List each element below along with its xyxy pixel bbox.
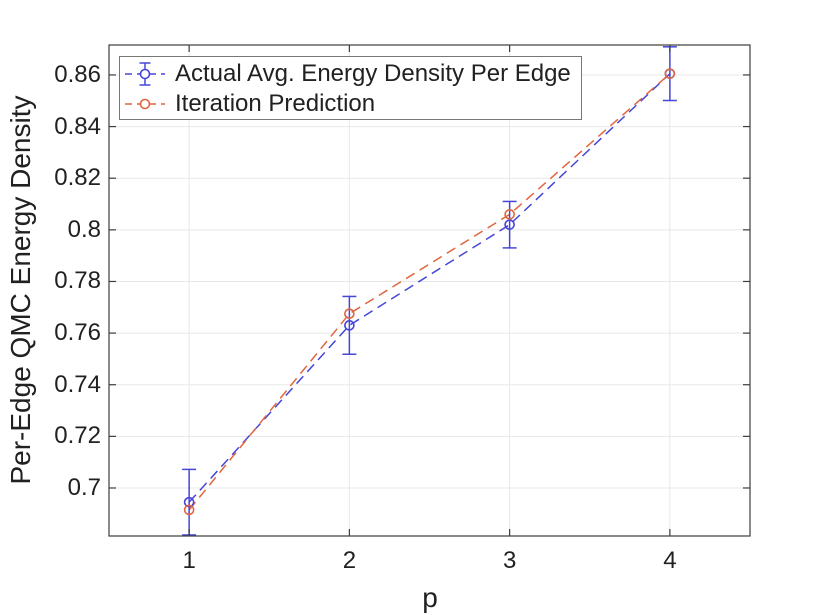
y-tick-label: 0.74: [54, 370, 101, 398]
series-0-marker: [504, 219, 515, 230]
legend-label: Iteration Prediction: [175, 90, 376, 117]
series-1-line: [188, 73, 671, 511]
x-tick-label: 3: [502, 547, 517, 574]
series-0-line: [188, 73, 671, 503]
x-tick-label: 1: [182, 547, 196, 574]
y-tick-label: 0.84: [54, 112, 101, 140]
series-0-marker: [183, 496, 195, 508]
y-tick-label: 0.76: [54, 319, 101, 347]
y-tick-label: 0.8: [67, 215, 101, 243]
y-tick-label: 0.72: [54, 422, 101, 450]
legend-item: Actual Avg. Energy Density Per Edge: [125, 59, 581, 89]
y-axis-label: Per-Edge QMC Energy Density: [5, 95, 36, 485]
errorbar-line-marker-icon: [125, 62, 165, 86]
line-marker-icon: [125, 98, 165, 110]
legend: Actual Avg. Energy Density Per Edge Itera…: [119, 56, 582, 120]
x-axis-label: p: [422, 582, 438, 613]
y-tick-label: 0.82: [54, 164, 101, 192]
legend-item: Iteration Prediction: [125, 89, 581, 119]
y-tick-label: 0.86: [54, 60, 101, 88]
series-1-marker: [183, 504, 195, 516]
y-tick-label: 0.7: [67, 473, 101, 501]
series-1-marker: [664, 68, 676, 79]
series-1-marker: [344, 308, 355, 320]
x-tick-label: 2: [342, 547, 357, 574]
series-0-marker: [344, 320, 355, 331]
series-1-marker: [504, 209, 515, 220]
x-tick-label: 4: [663, 547, 677, 574]
y-tick-label: 0.78: [54, 267, 101, 295]
axes-border: [108, 44, 751, 537]
legend-label: Actual Avg. Energy Density Per Edge: [175, 60, 571, 87]
